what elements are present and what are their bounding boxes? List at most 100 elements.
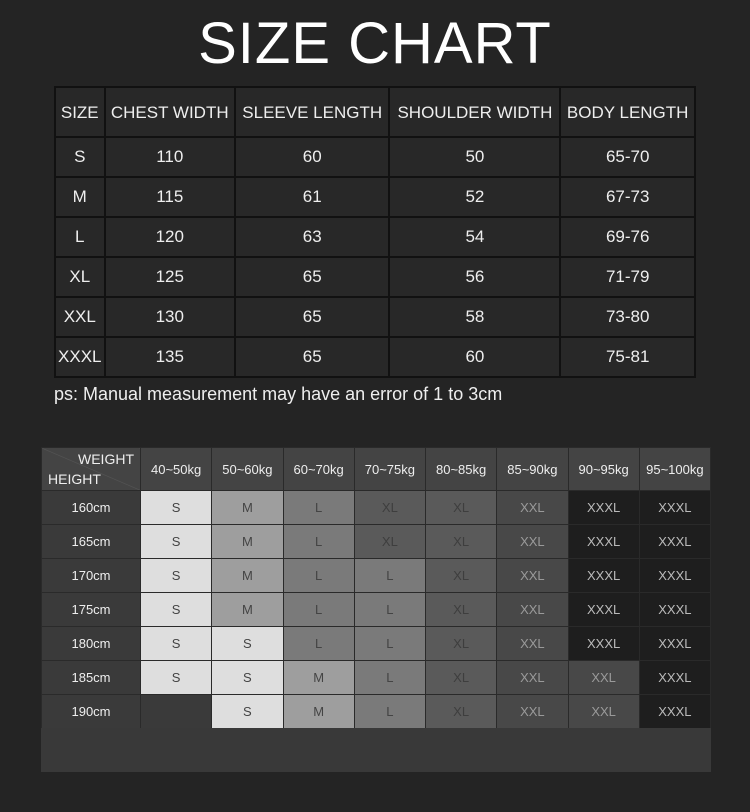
table-row: S 110 60 50 65-70 [54, 136, 696, 178]
table-cell: 65 [233, 296, 391, 338]
weight-header: 50~60kg [211, 447, 284, 491]
size-cell: XXL [496, 524, 569, 559]
weight-header: 40~50kg [139, 447, 213, 491]
weight-header: 95~100kg [638, 447, 712, 491]
header-row: WEIGHT HEIGHT 40~50kg 50~60kg 60~70kg 70~75kg… [41, 447, 712, 491]
height-header: 190cm [41, 694, 141, 729]
size-cell: L [353, 558, 427, 593]
size-cell: M [211, 592, 284, 627]
size-cell: XXL [496, 694, 569, 729]
table-row: 175cm S M L L XL XXL XXXL XXXL [41, 592, 712, 627]
size-cell: XXXL [638, 694, 712, 729]
table-cell: 56 [388, 256, 562, 298]
table-cell: 65-70 [559, 136, 696, 178]
table-cell: 120 [103, 216, 236, 258]
column-header: BODY LENGTH [559, 86, 696, 138]
table-row: 165cm S M L XL XL XXL XXXL XXXL [41, 524, 712, 559]
table-row: 160cm S M L XL XL XXL XXXL XXXL [41, 490, 712, 525]
corner-header: WEIGHT HEIGHT [41, 447, 141, 491]
size-cell: XL [424, 524, 498, 559]
size-cell: XXL [496, 558, 569, 593]
height-header: 185cm [41, 660, 141, 695]
size-cell: S [139, 592, 213, 627]
size-cell: XL [424, 660, 498, 695]
size-cell: L [282, 524, 355, 559]
table-row: XXXL 135 65 60 75-81 [54, 336, 696, 378]
table-cell: 115 [103, 176, 236, 218]
table-cell: 67-73 [559, 176, 696, 218]
table-cell: 69-76 [559, 216, 696, 258]
weight-label: WEIGHT [78, 451, 134, 467]
weight-header: 90~95kg [567, 447, 640, 491]
table-row: M 115 61 52 67-73 [54, 176, 696, 218]
size-cell: XXXL [638, 626, 712, 661]
size-cell: XXL [496, 592, 569, 627]
table-row: XXL 130 65 58 73-80 [54, 296, 696, 338]
table-cell: S [54, 136, 106, 178]
size-cell: S [139, 660, 213, 695]
table-cell: 61 [233, 176, 391, 218]
size-cell: L [282, 490, 355, 525]
table-cell: 73-80 [559, 296, 696, 338]
size-cell: L [282, 558, 355, 593]
table-cell: 63 [233, 216, 391, 258]
table-cell: 75-81 [559, 336, 696, 378]
size-cell: XL [424, 490, 498, 525]
size-cell: XL [424, 592, 498, 627]
size-cell: XXL [496, 660, 569, 695]
column-header: SIZE [54, 86, 106, 138]
height-header: 175cm [41, 592, 141, 627]
table-row: 180cm S S L L XL XXL XXXL XXXL [41, 626, 712, 661]
size-cell [139, 694, 213, 729]
size-cell: M [282, 660, 355, 695]
size-cell: S [139, 490, 213, 525]
height-header: 180cm [41, 626, 141, 661]
page-title: SIZE CHART [198, 11, 552, 76]
size-cell: XXL [496, 626, 569, 661]
table-row: L 120 63 54 69-76 [54, 216, 696, 258]
column-header: SLEEVE LENGTH [233, 86, 391, 138]
size-cell: M [211, 558, 284, 593]
table-cell: 54 [388, 216, 562, 258]
table-cell: 60 [388, 336, 562, 378]
size-cell: S [139, 524, 213, 559]
size-cell: XXXL [638, 592, 712, 627]
size-cell: XXL [567, 660, 640, 695]
table-row: XL 125 65 56 71-79 [54, 256, 696, 298]
size-cell: XL [353, 524, 427, 559]
size-cell: L [353, 694, 427, 729]
table-cell: 135 [103, 336, 236, 378]
size-cell: XXXL [567, 490, 640, 525]
table-cell: XL [54, 256, 106, 298]
size-cell: L [282, 592, 355, 627]
size-cell: L [353, 626, 427, 661]
weight-header: 80~85kg [424, 447, 498, 491]
table-cell: 60 [233, 136, 391, 178]
size-recommendation-table: WEIGHT HEIGHT 40~50kg 50~60kg 60~70kg 70~75kg… [41, 447, 712, 729]
weight-header: 70~75kg [353, 447, 427, 491]
column-header: SHOULDER WIDTH [388, 86, 562, 138]
table-cell: XXL [54, 296, 106, 338]
size-cell: L [282, 626, 355, 661]
table-cell: 130 [103, 296, 236, 338]
height-header: 170cm [41, 558, 141, 593]
size-cell: XXL [567, 694, 640, 729]
size-cell: XXXL [567, 592, 640, 627]
size-cell: XXXL [638, 660, 712, 695]
size-cell: XL [424, 558, 498, 593]
table-cell: 65 [233, 256, 391, 298]
table-row: 185cm S S M L XL XXL XXL XXXL [41, 660, 712, 695]
size-cell: XXXL [638, 490, 712, 525]
size-cell: M [211, 490, 284, 525]
height-header: 160cm [41, 490, 141, 525]
size-cell: S [211, 626, 284, 661]
size-cell: XXL [496, 490, 569, 525]
table-cell: 50 [388, 136, 562, 178]
table-footer [41, 728, 711, 772]
table-cell: 52 [388, 176, 562, 218]
size-cell: XXXL [638, 558, 712, 593]
header-row: SIZE CHEST WIDTH SLEEVE LENGTH SHOULDER WID… [54, 86, 696, 138]
size-cell: S [211, 694, 284, 729]
column-header: CHEST WIDTH [103, 86, 236, 138]
size-cell: XXXL [567, 558, 640, 593]
